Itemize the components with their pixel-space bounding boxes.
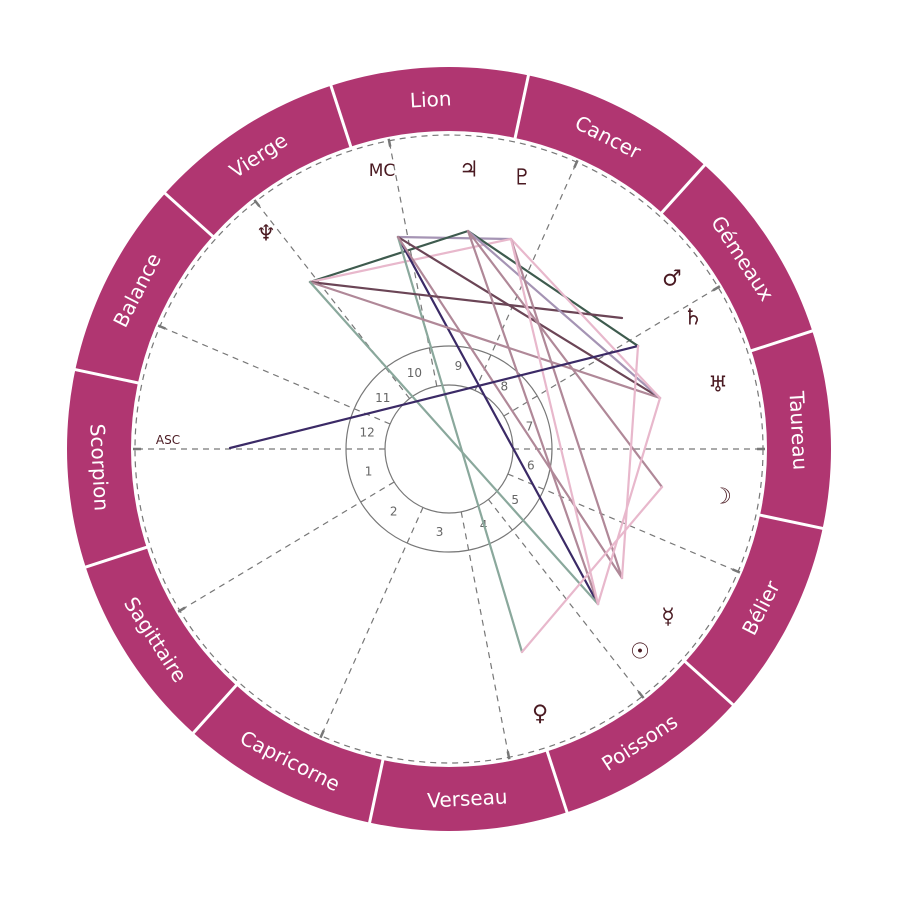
sign-divider — [162, 190, 216, 239]
house-number: 12 — [360, 425, 375, 439]
sign-label-taureau: Taureau — [784, 390, 812, 471]
jupiter-icon: ♃ — [459, 158, 479, 183]
aspect-line — [466, 229, 662, 400]
sign-divider — [73, 367, 141, 385]
zodiac-ring: LionCancerGémeauxTaureauBélierPoissonsVe… — [67, 67, 831, 831]
house-cusp-line — [255, 201, 411, 399]
aspect-line — [308, 229, 470, 284]
house-number: 9 — [455, 359, 463, 373]
sign-label-scorpion: Scorpion — [85, 423, 114, 511]
cusp-tick — [319, 729, 325, 739]
aspect-line — [308, 280, 662, 400]
house-cusp-line — [179, 481, 395, 612]
house-number: 11 — [375, 391, 390, 405]
aspect-line — [228, 344, 640, 450]
house-number: 8 — [501, 379, 509, 393]
sign-divider — [190, 682, 239, 736]
aspect-line — [466, 229, 664, 489]
aspect-line — [396, 235, 600, 606]
aspect-line — [308, 280, 624, 320]
mars-icon: ♂ — [662, 267, 682, 292]
house-outer-circle — [345, 345, 553, 553]
neptune-icon: ♆ — [256, 222, 276, 247]
house-number: 6 — [527, 459, 535, 473]
aspect-line — [396, 235, 513, 241]
sign-divider — [545, 749, 570, 815]
sign-label-verseau: Verseau — [427, 784, 508, 812]
house-number: 7 — [526, 420, 534, 434]
cusp-tick — [387, 138, 392, 147]
mercury-icon: ☿ — [661, 605, 675, 630]
cusp-tick — [637, 690, 645, 699]
sun-icon: ☉ — [630, 640, 650, 665]
sign-divider — [757, 513, 825, 531]
aspect-line — [308, 280, 600, 606]
aspect-lines — [228, 229, 664, 654]
cusp-tick — [732, 568, 741, 574]
venus-icon: ♀ — [532, 702, 548, 727]
sign-divider — [749, 328, 815, 353]
sign-divider — [328, 83, 353, 149]
aspect-line — [509, 237, 600, 606]
sign-label-lion: Lion — [409, 86, 452, 112]
moon-icon: ☽ — [712, 485, 732, 510]
house-cusp-line — [159, 325, 391, 425]
cusp-tick — [157, 324, 166, 330]
aspect-line — [466, 229, 600, 606]
cusp-tick — [253, 199, 261, 208]
house-number: 2 — [390, 505, 398, 519]
aspect-line — [396, 235, 524, 654]
house-number: 1 — [365, 464, 373, 478]
cusp-tick — [177, 606, 186, 613]
house-number: 3 — [436, 525, 444, 539]
house-cusp-line — [487, 499, 643, 697]
aspect-line — [596, 396, 662, 606]
cusp-tick — [573, 159, 579, 169]
sign-divider — [659, 162, 708, 216]
aspect-line — [466, 229, 640, 348]
house-cusp-line — [460, 511, 510, 758]
mc-label: MC — [369, 161, 396, 181]
house-cusp-lines — [133, 134, 765, 764]
saturn-icon: ♄ — [683, 306, 703, 331]
aspect-line — [520, 485, 664, 654]
house-number: 10 — [407, 366, 422, 380]
cusp-tick — [712, 285, 721, 292]
sign-divider — [83, 545, 149, 570]
sign-divider — [513, 73, 531, 141]
house-number-ring: 123456789101112 — [345, 345, 553, 553]
planet-glyphs: ♃ ♇ ♆ ♂♄ ♅ ☽ ☿ ☉ ♀ — [256, 158, 732, 727]
cusp-tick — [506, 751, 511, 760]
sign-divider — [682, 659, 736, 708]
house-cusp-line — [320, 507, 424, 737]
aspect-line — [509, 237, 624, 580]
asc-label: ASC — [156, 433, 180, 447]
house-cusp-line — [474, 161, 578, 391]
uranus-icon: ♅ — [708, 373, 728, 398]
house-number: 5 — [511, 493, 519, 507]
chart-angles: ASC MC — [156, 161, 395, 447]
aspect-line — [620, 344, 640, 580]
aspect-line — [396, 235, 624, 580]
sign-divider — [367, 757, 385, 825]
pluto-icon: ♇ — [512, 166, 532, 191]
